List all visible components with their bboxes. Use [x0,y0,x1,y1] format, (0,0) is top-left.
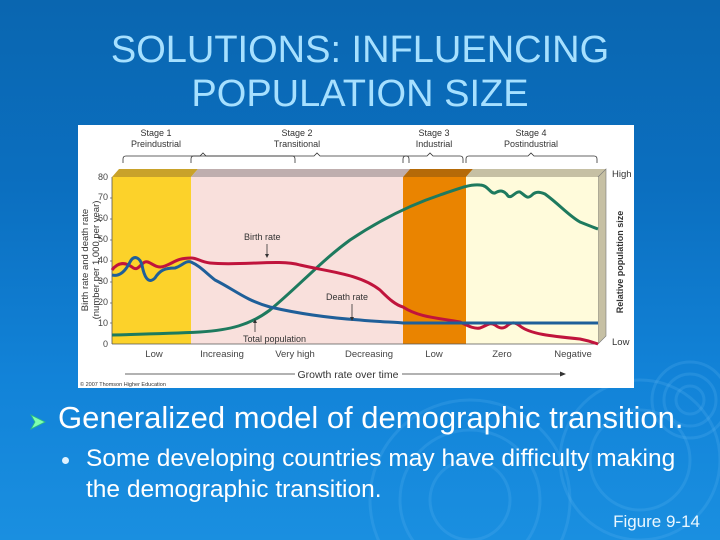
svg-text:Very high: Very high [275,349,315,360]
annotation-birth-rate: Birth rate [244,232,281,242]
y-axis-label-line2: (number per 1,000 per year) [91,201,102,320]
y-axis-label-line1: Birth rate and death rate [80,209,91,311]
title-line-2: POPULATION SIZE [191,73,529,115]
annotation-death-rate: Death rate [326,292,368,302]
figure-caption: Figure 9-14 [613,512,700,531]
svg-text:Low: Low [425,349,443,360]
svg-text:0: 0 [103,339,108,349]
svg-text:Increasing: Increasing [200,349,244,360]
x-axis-categories: Low Increasing Very high Decreasing Low … [145,349,591,360]
svg-text:70: 70 [98,192,108,202]
right-axis-low: Low [612,337,630,348]
stage-4-label: Postindustrial [504,139,558,149]
death-rate-line [111,256,598,325]
stage-4-region [466,177,598,344]
stage-4-top [466,169,606,177]
slide-title: SOLUTIONS: INFLUENCING POPULATION SIZE [0,28,720,116]
svg-text:80: 80 [98,172,108,182]
svg-text:10: 10 [98,318,108,328]
svg-text:Low: Low [145,349,163,360]
annotation-total-population: Total population [243,334,306,344]
svg-text:30: 30 [98,276,108,286]
stage-3-name: Stage 3 [418,128,449,138]
stage-2-name: Stage 2 [281,128,312,138]
stage-1-top [112,169,198,177]
svg-text:50: 50 [98,234,108,244]
svg-text:Decreasing: Decreasing [345,349,393,360]
svg-text:20: 20 [98,297,108,307]
y-axis-ticks: 80 70 60 50 40 30 20 10 0 [98,172,108,349]
stage-1-name: Stage 1 [140,128,171,138]
stage-braces [122,152,598,163]
line-annotations: Birth rate Death rate Total population [243,232,368,344]
bullet-level-2-text: Some developing countries may have diffi… [86,445,676,503]
stage-3-top [403,169,473,177]
total-population-line [111,183,599,337]
bullet-level-1-text: Generalized model of demographic transit… [58,400,684,435]
stage-2-region [191,177,403,344]
copyright-text: © 2007 Thomson Higher Education [80,381,166,388]
stage-2-label: Transitional [274,139,320,149]
svg-text:40: 40 [98,255,108,265]
stage-labels: Stage 1 Preindustrial Stage 2 Transition… [131,128,558,149]
demographic-transition-figure: Stage 1 Preindustrial Stage 2 Transition… [78,125,634,388]
bullet-level-1: Generalized model of demographic transit… [29,400,684,438]
chart: Stage 1 Preindustrial Stage 2 Transition… [80,128,632,388]
svg-text:60: 60 [98,213,108,223]
stage-3-label: Industrial [416,139,453,149]
right-side-face [597,168,607,345]
svg-text:Negative: Negative [554,349,592,360]
right-axis-high: High [612,169,632,180]
arrow-bullet-icon [29,402,58,438]
stage-4-name: Stage 4 [515,128,546,138]
stage-2-top [191,169,410,177]
svg-text:Zero: Zero [492,349,512,360]
right-axis-label: Relative population size [615,211,625,314]
x-axis-label: Growth rate over time [298,369,399,381]
dot-bullet-icon [62,457,69,464]
stage-1-label: Preindustrial [131,139,181,149]
title-line-1: SOLUTIONS: INFLUENCING [110,29,610,71]
